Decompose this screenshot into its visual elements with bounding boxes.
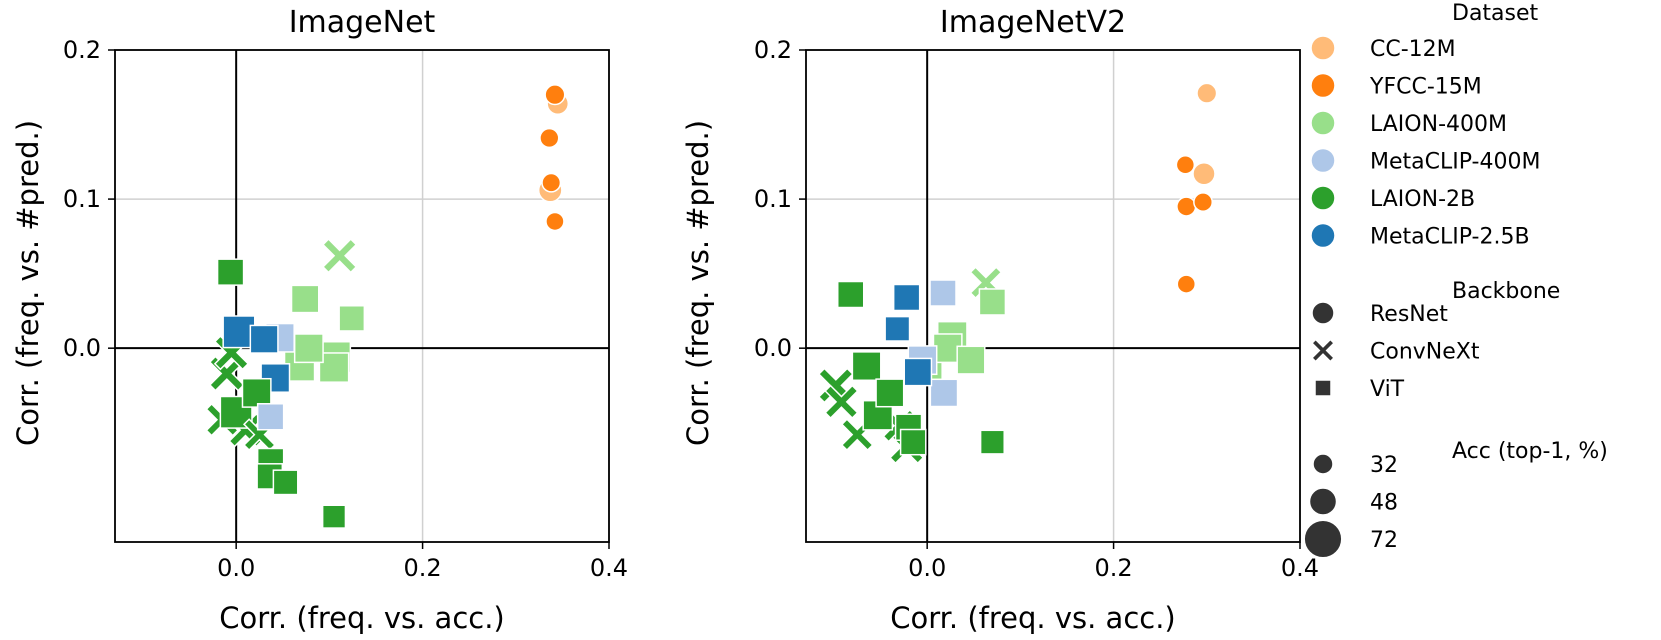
legend-backbone-marker [1314,379,1332,397]
data-point [216,258,245,286]
imagenetv2-panel: ImageNetV2 Corr. (freq. vs. #pred.) Corr… [681,5,1319,635]
data-point [929,378,959,408]
data-point [544,84,566,106]
imagenet-plot-frame [114,49,610,543]
data-point [875,378,905,408]
x-tick-label: 0.0 [217,554,255,582]
data-point [1192,161,1216,186]
data-point [956,345,986,375]
data-point [824,384,859,420]
y-tick-label: 0.1 [63,185,101,213]
legend-dataset-label: LAION-2B [1370,187,1475,212]
x-tick-label: 0.2 [403,554,441,582]
imagenetv2-title: ImageNetV2 [940,5,1126,40]
legend-dataset-label: YFCC-15M [1369,75,1482,100]
data-point [836,280,865,309]
data-point [539,127,560,149]
data-point [899,428,927,456]
imagenet-title: ImageNet [289,5,436,40]
legend-acc-label: 32 [1370,453,1398,478]
data-point [541,172,562,193]
x-tick-label: 0.0 [908,554,946,582]
data-point [293,333,324,364]
data-point [1193,192,1214,213]
legend-dataset-swatch [1310,72,1336,99]
data-point [1196,82,1218,104]
data-point [1176,274,1197,294]
data-point [978,288,1007,316]
data-point [1175,155,1196,175]
data-point [272,469,299,496]
legend-acc-label: 72 [1370,528,1398,553]
data-point [321,238,358,274]
legend-backbone-marker [1311,301,1335,325]
legend-dataset-swatch [1310,110,1336,136]
data-point [884,315,911,342]
legend-dataset-label: MetaCLIP-2.5B [1370,225,1530,250]
data-point [903,357,933,387]
legend-acc-size-marker [1312,453,1334,475]
legend-dataset-title: Dataset [1452,1,1539,26]
data-point [290,284,320,314]
legend-acc-title: Acc (top-1, %) [1452,439,1608,464]
legend-acc-label: 48 [1370,491,1398,516]
y-tick-label: 0.2 [63,36,101,64]
y-tick-label: 0.0 [754,334,792,362]
legend: Dataset CC-12M YFCC-15M LAION-400M MetaCLIP… [1303,1,1608,559]
data-point [929,279,957,307]
data-point [249,324,279,354]
imagenetv2-xlabel: Corr. (freq. vs. acc.) [890,601,1176,635]
y-tick-label: 0.0 [63,334,101,362]
legend-dataset-swatch [1310,35,1336,61]
imagenet-ylabel: Corr. (freq. vs. #pred.) [11,120,45,446]
y-tick-label: 0.1 [754,185,792,213]
legend-backbone-label: ResNet [1370,302,1448,327]
legend-backbone-marker [1310,338,1336,363]
legend-dataset-swatch [1310,222,1336,249]
x-tick-label: 0.2 [1094,554,1132,582]
data-point [321,504,347,529]
data-point [1176,196,1197,217]
data-point [892,283,921,312]
data-point [338,305,366,332]
data-point [851,351,882,382]
imagenet-xlabel: Corr. (freq. vs. acc.) [219,601,505,635]
data-point [256,403,285,431]
data-point [241,377,272,408]
legend-dataset-swatch [1310,147,1336,174]
legend-dataset-label: LAION-400M [1370,112,1507,137]
data-point [318,352,350,383]
imagenet-panel: ImageNet Corr. (freq. vs. #pred.) Corr. … [11,5,628,635]
data-point [979,429,1005,455]
imagenetv2-ylabel: Corr. (freq. vs. #pred.) [681,120,715,446]
legend-backbone-label: ConvNeXt [1370,340,1480,365]
y-tick-label: 0.2 [754,36,792,64]
legend-dataset-label: CC-12M [1370,37,1456,62]
legend-dataset-label: MetaCLIP-400M [1370,150,1540,175]
legend-acc-size-marker [1303,519,1343,559]
legend-dataset-swatch [1310,185,1336,211]
imagenetv2-plot-frame [805,49,1301,543]
legend-backbone-label: ViT [1370,377,1405,402]
x-tick-label: 0.4 [1281,554,1319,582]
legend-backbone-title: Backbone [1452,279,1560,304]
data-point [545,211,565,232]
x-tick-label: 0.4 [590,554,628,582]
legend-acc-size-marker [1308,487,1338,516]
